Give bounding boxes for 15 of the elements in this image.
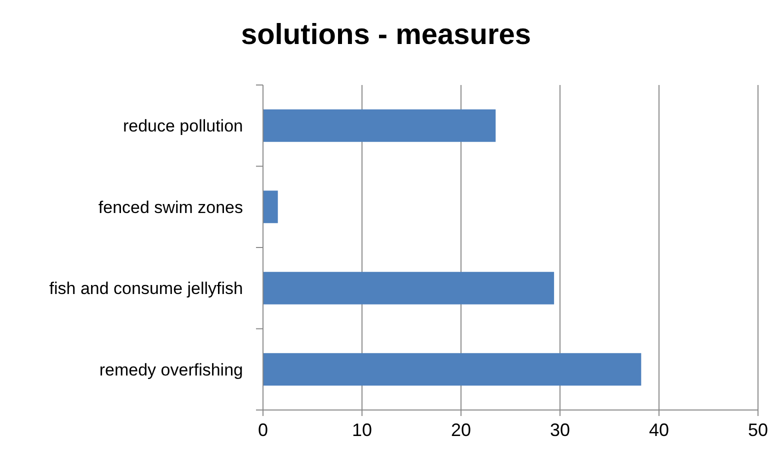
x-tick-label: 50 <box>748 420 768 440</box>
y-tick-label: reduce pollution <box>122 116 243 136</box>
bar <box>263 353 642 386</box>
x-tick-label: 20 <box>450 420 472 440</box>
bar <box>263 272 554 304</box>
x-tick-label: 30 <box>550 420 570 440</box>
x-tick-label: 10 <box>352 420 372 440</box>
x-tick-label: 0 <box>258 420 268 440</box>
bar <box>263 109 496 142</box>
y-tick-label: remedy overfishing <box>99 360 243 380</box>
y-tick-label: fenced swim zones <box>98 198 243 217</box>
chart-title: solutions - measures <box>240 19 532 51</box>
y-tick-label: fish and consume jellyfish <box>49 279 243 298</box>
x-tick-label: 40 <box>648 420 670 440</box>
bar <box>263 190 278 224</box>
